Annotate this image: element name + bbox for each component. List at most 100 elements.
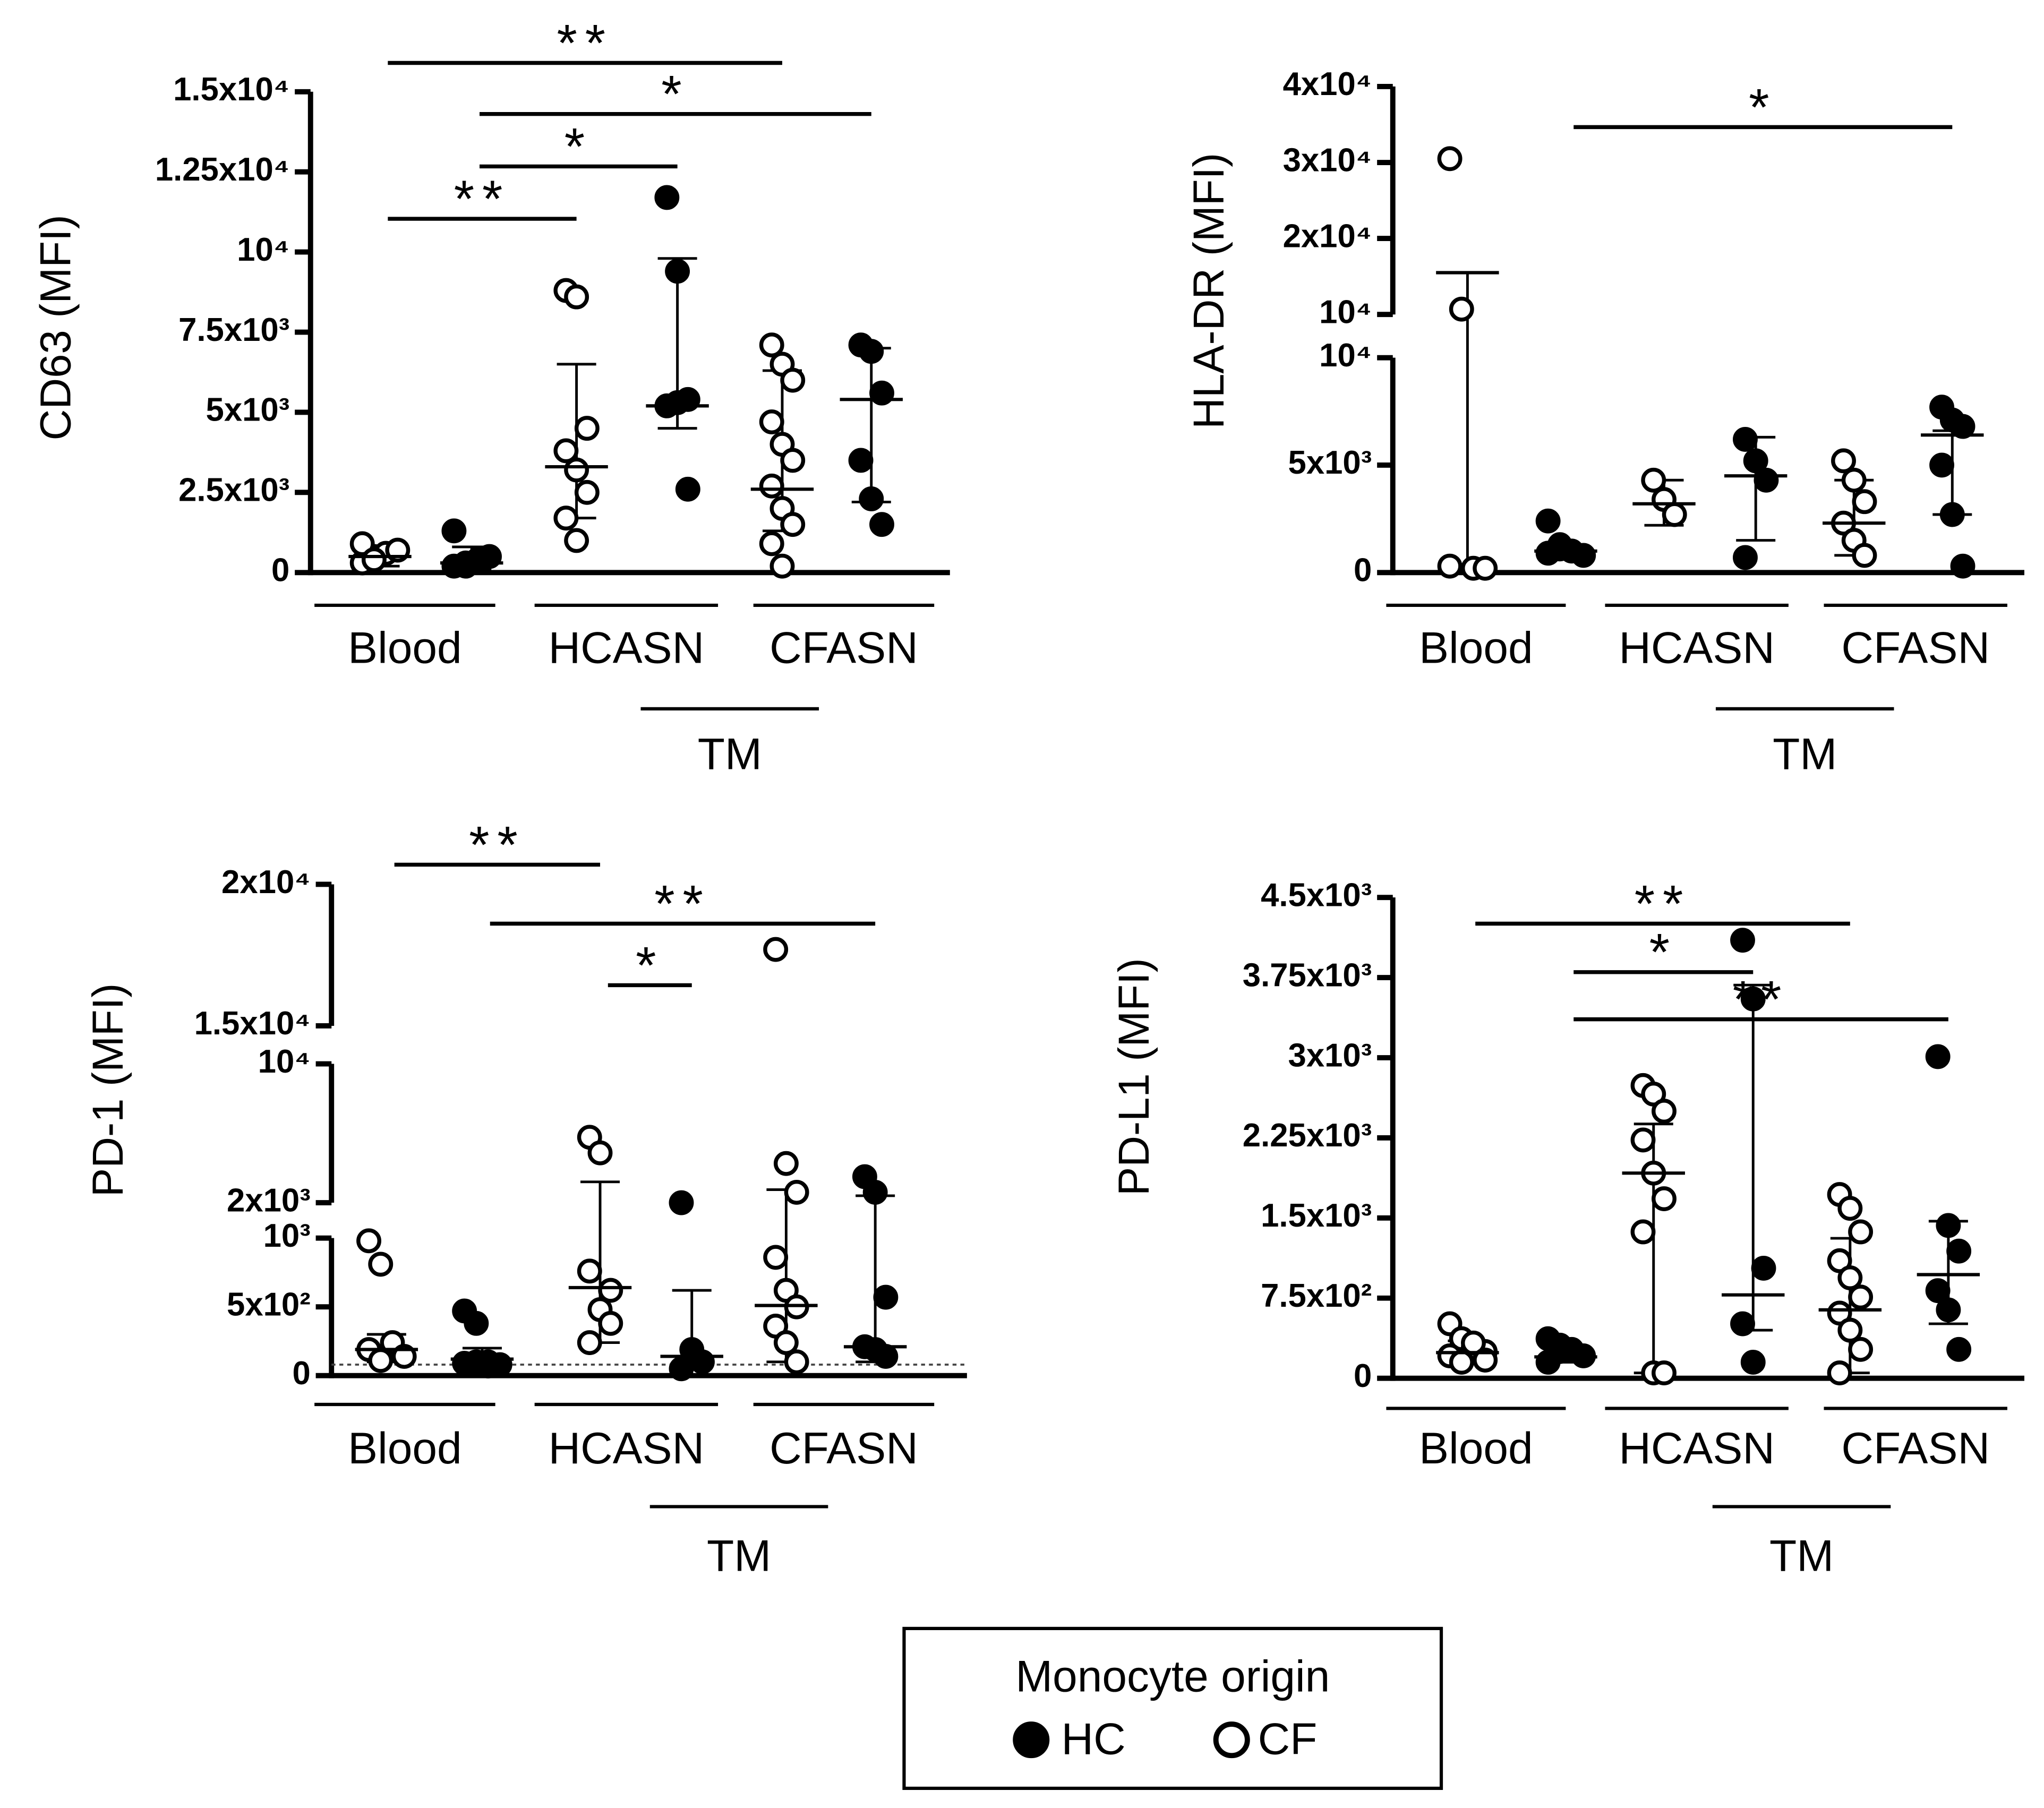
data-point [873, 1344, 899, 1369]
significance-label: * [565, 117, 593, 176]
data-point [1936, 1213, 1961, 1238]
significance-label: ** [654, 875, 711, 933]
y-tick-label: 5x10² [227, 1286, 311, 1323]
category-label: HCASN [1619, 622, 1775, 672]
data-point [1473, 1348, 1498, 1373]
y-tick-label: 2.5x10³ [178, 472, 289, 509]
data-point [564, 528, 589, 553]
data-point [675, 476, 700, 502]
data-point [1936, 1297, 1961, 1323]
y-axis-label: PD-1 (MFI) [84, 983, 132, 1197]
data-point [1733, 545, 1758, 570]
data-point [784, 1179, 809, 1205]
data-point [1743, 448, 1768, 474]
data-point [1848, 1284, 1874, 1310]
significance-label: ** [469, 816, 525, 874]
data-point [859, 486, 884, 511]
data-point [665, 259, 690, 284]
data-point [368, 1252, 394, 1277]
data-point [587, 1140, 613, 1166]
group-label: TM [1769, 1530, 1834, 1580]
data-point [1852, 543, 1877, 568]
y-tick-label: 3.75x10³ [1243, 957, 1372, 993]
y-tick-label: 5x10³ [206, 392, 290, 429]
data-point [1946, 1238, 1972, 1264]
data-point [1449, 1350, 1474, 1375]
data-point [1837, 1265, 1863, 1290]
legend-box [902, 1626, 1443, 1790]
data-point [773, 1330, 799, 1355]
data-point [577, 1258, 602, 1284]
data-point [1630, 1127, 1656, 1153]
data-point [665, 390, 690, 415]
data-point [1837, 1317, 1863, 1343]
data-point [690, 1349, 715, 1375]
significance-label: * [1749, 78, 1777, 136]
data-point [1733, 426, 1758, 452]
data-point [1662, 502, 1687, 527]
significance-label: ** [454, 170, 510, 228]
data-point [862, 1179, 888, 1205]
y-axis-label: CD63 (MFI) [32, 215, 80, 440]
data-point [1730, 1311, 1755, 1336]
data-point [464, 1310, 489, 1336]
category-label: Blood [1419, 1423, 1533, 1473]
data-point [1641, 467, 1666, 493]
data-point [1437, 146, 1463, 172]
category-label: HCASN [549, 1423, 705, 1473]
data-point [1950, 414, 1975, 439]
data-point [1827, 1360, 1852, 1386]
significance-label: * [1649, 923, 1678, 981]
significance-label: ** [1733, 970, 1789, 1029]
category-label: CFASN [1841, 622, 1990, 672]
data-point [1848, 1219, 1874, 1245]
y-tick-label: 1.5x10⁴ [194, 1005, 311, 1042]
y-tick-label: 10⁴ [1319, 337, 1372, 374]
y-tick-label: 2x10³ [227, 1182, 311, 1219]
data-point [780, 512, 806, 537]
y-tick-label: 3x10³ [1288, 1037, 1372, 1074]
data-point [1950, 553, 1975, 579]
data-point [574, 416, 600, 441]
category-label: Blood [348, 1423, 462, 1473]
data-point [598, 1278, 623, 1303]
data-point [848, 448, 874, 473]
y-tick-label: 4.5x10³ [1261, 877, 1372, 913]
legend-marker [1213, 1721, 1250, 1759]
significance-label: ** [557, 14, 613, 72]
data-point [1754, 467, 1779, 493]
y-tick-label: 0 [292, 1355, 310, 1392]
data-point [1547, 536, 1572, 562]
data-point [780, 367, 806, 393]
legend-title: Monocyte origin [1015, 1651, 1330, 1701]
y-tick-label: 0 [1354, 1358, 1372, 1394]
category-label: Blood [348, 622, 462, 672]
data-point [1630, 1219, 1656, 1245]
category-label: Blood [1419, 622, 1533, 672]
data-point [453, 553, 478, 579]
legend-label: HC [1062, 1714, 1126, 1764]
data-point [759, 332, 784, 358]
group-label: TM [707, 1530, 771, 1580]
data-point [1547, 1339, 1572, 1364]
data-point [1449, 296, 1474, 322]
data-point [1652, 1360, 1677, 1386]
y-tick-label: 2.25x10³ [1243, 1117, 1372, 1154]
data-point [553, 505, 579, 531]
data-point [1740, 1350, 1766, 1375]
y-tick-label: 7.5x10³ [178, 312, 289, 348]
y-tick-label: 0 [1354, 552, 1372, 589]
data-point [574, 479, 600, 505]
significance-label: * [661, 65, 689, 123]
y-tick-label: 10⁴ [237, 232, 289, 268]
y-tick-label: 1.5x10⁴ [173, 71, 289, 108]
data-point [361, 547, 387, 572]
y-tick-label: 4x10⁴ [1283, 66, 1372, 102]
data-point [1437, 553, 1463, 579]
y-axis-label: HLA-DR (MFI) [1185, 153, 1233, 429]
significance-label: ** [1635, 875, 1691, 933]
y-tick-label: 1.5x10³ [1261, 1197, 1372, 1234]
data-point [1473, 555, 1498, 581]
